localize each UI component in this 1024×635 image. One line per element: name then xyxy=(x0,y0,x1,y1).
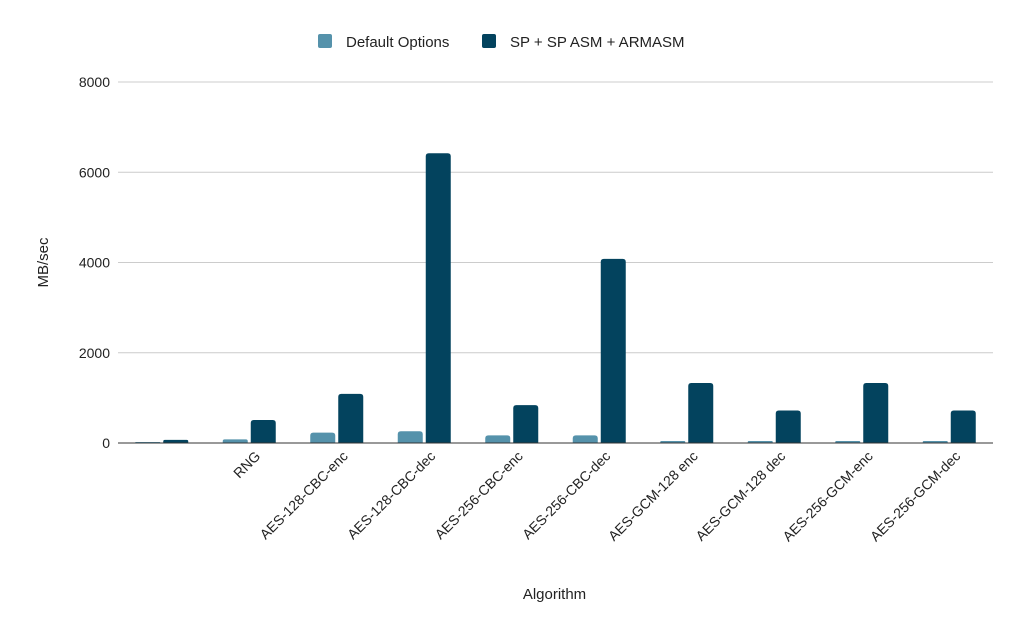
y-axis-title: MB/sec xyxy=(35,237,52,288)
y-axis-ticks: 0 2000 4000 6000 8000 xyxy=(79,74,110,451)
y-tick-label: 6000 xyxy=(79,164,110,180)
legend: Default Options SP + SP ASM + ARMASM xyxy=(318,34,685,51)
x-tick-label: AES-GCM-128 dec xyxy=(692,448,788,544)
y-tick-label: 0 xyxy=(102,435,110,451)
bar-default-options-6 xyxy=(660,440,686,443)
gridlines xyxy=(118,81,993,354)
x-tick-label: AES-GCM-128 enc xyxy=(605,448,701,544)
bar-default-options-5 xyxy=(572,435,598,443)
bar-default-options-2 xyxy=(310,432,336,443)
bar-default-options-3 xyxy=(397,431,423,443)
bar-sp-asm-armasm-2 xyxy=(338,393,364,443)
bar-default-options-8 xyxy=(835,440,861,443)
legend-swatch xyxy=(318,34,332,48)
y-tick-label: 4000 xyxy=(79,255,110,271)
bar-sp-asm-armasm-3 xyxy=(425,153,451,444)
legend-label: SP + SP ASM + ARMASM xyxy=(510,34,685,51)
x-tick-label: AES-256-GCM-dec xyxy=(867,448,964,545)
x-tick-label: AES-256-CBC-dec xyxy=(519,448,613,542)
y-tick-label: 2000 xyxy=(79,345,110,361)
x-axis-ticks: RNGAES-128-CBC-encAES-128-CBC-decAES-256… xyxy=(230,448,963,545)
bars xyxy=(135,153,976,444)
bar-sp-asm-armasm-0 xyxy=(163,439,189,443)
bar-sp-asm-armasm-1 xyxy=(250,419,276,443)
bar-sp-asm-armasm-9 xyxy=(950,410,976,443)
bar-default-options-4 xyxy=(485,435,511,443)
bar-sp-asm-armasm-8 xyxy=(863,382,889,443)
bar-sp-asm-armasm-4 xyxy=(513,405,539,443)
legend-swatch xyxy=(482,34,496,48)
x-tick-label: AES-256-CBC-enc xyxy=(431,448,525,542)
bar-default-options-1 xyxy=(222,439,248,443)
x-tick-label: AES-128-CBC-dec xyxy=(344,448,438,542)
bar-sp-asm-armasm-6 xyxy=(688,382,714,443)
bar-sp-asm-armasm-7 xyxy=(775,410,801,443)
bar-sp-asm-armasm-5 xyxy=(600,258,626,443)
x-tick-label: AES-256-GCM-enc xyxy=(779,448,876,545)
x-tick-label: RNG xyxy=(230,448,263,481)
bar-default-options-7 xyxy=(747,440,773,443)
legend-label: Default Options xyxy=(346,34,449,51)
bar-default-options-9 xyxy=(922,440,948,443)
y-tick-label: 8000 xyxy=(79,74,110,90)
x-tick-label: AES-128-CBC-enc xyxy=(256,448,350,542)
x-axis-title: Algorithm xyxy=(523,586,586,603)
